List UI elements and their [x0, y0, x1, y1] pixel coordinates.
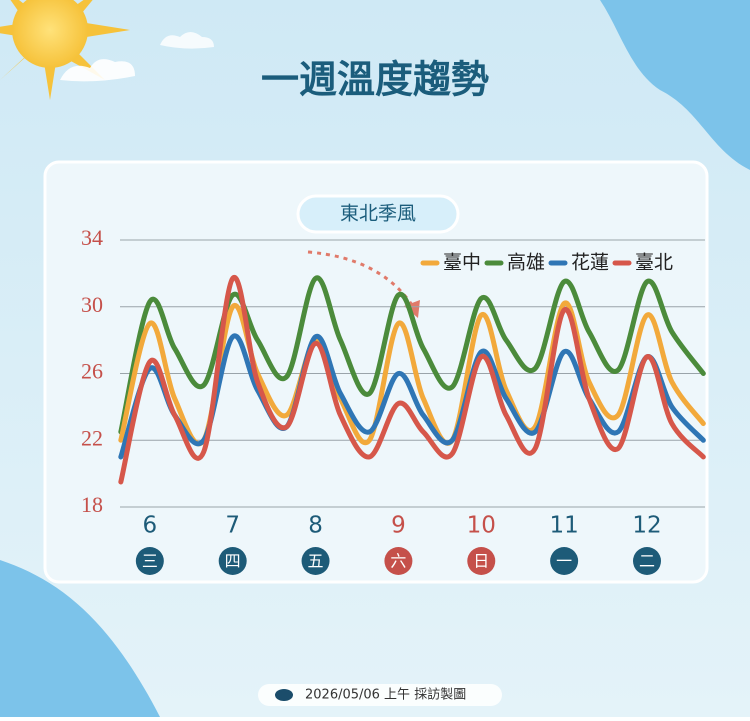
- series-line: [118, 275, 706, 435]
- weekday-label: 四: [225, 552, 241, 571]
- y-tick-label: 30: [81, 292, 103, 317]
- x-tick-label: 6: [143, 513, 158, 539]
- footer-pill: [258, 684, 502, 706]
- weekday-label: 日: [473, 552, 489, 571]
- weekday-badge: [550, 547, 579, 575]
- weekday-label: 三: [142, 552, 158, 571]
- y-tick-label: 34: [81, 225, 103, 250]
- weekday-label: 六: [390, 552, 406, 571]
- weekday-badge: [384, 547, 413, 575]
- corner-decoration: [600, 0, 750, 170]
- weekday-badge: [301, 547, 330, 575]
- subtitle: 東北季風: [340, 203, 416, 225]
- subtitle-badge: [296, 194, 460, 234]
- cloud: [60, 59, 135, 82]
- x-tick-label: 9: [391, 513, 406, 539]
- legend-label: 花蓮: [571, 252, 609, 274]
- weekday-badge: [218, 547, 247, 575]
- legend-label: 高雄: [507, 252, 545, 274]
- x-tick-label: 12: [632, 513, 661, 539]
- legend-label: 臺中: [443, 252, 481, 274]
- x-tick-label: 8: [308, 513, 323, 539]
- logo: [275, 689, 293, 701]
- weekday-badge: [135, 547, 164, 575]
- legend-label: 臺北: [635, 252, 673, 274]
- weekday-label: 五: [308, 552, 324, 571]
- weekday-badge: [467, 547, 496, 575]
- y-tick-label: 18: [81, 492, 103, 517]
- x-tick-label: 11: [549, 513, 578, 539]
- title: 一週溫度趨勢: [261, 58, 489, 102]
- footer: 2026/05/06 上午 採訪製圖: [305, 687, 466, 703]
- weekday-label: 一: [556, 552, 572, 571]
- corner-decoration: [0, 560, 160, 717]
- cloud: [160, 32, 214, 49]
- weekday-label: 二: [639, 552, 655, 571]
- y-tick-label: 22: [81, 425, 103, 450]
- series-line: [118, 274, 706, 485]
- y-tick-label: 26: [81, 359, 103, 384]
- x-tick-label: 7: [225, 513, 240, 539]
- x-tick-label: 10: [467, 513, 496, 539]
- weekday-badge: [632, 547, 661, 575]
